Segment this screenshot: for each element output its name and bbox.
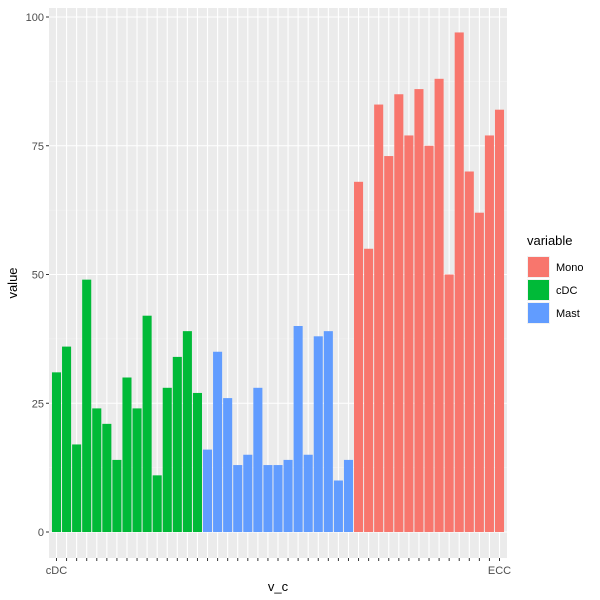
bar-mono (384, 156, 394, 533)
bar-mono (454, 32, 464, 532)
bar-mast (213, 351, 223, 532)
legend-key-mono (528, 257, 549, 277)
bar-mono (374, 104, 384, 533)
bar-cdc (182, 331, 192, 532)
x-axis-title: v_c (268, 579, 289, 594)
legend-label: Mono (556, 262, 584, 274)
bar-mono (354, 181, 364, 533)
bar-mono (494, 109, 505, 532)
bar-mono (424, 145, 434, 532)
bar-mast (263, 465, 273, 532)
bar-mast (333, 480, 343, 532)
bar-mast (283, 459, 293, 532)
bar-mono (474, 212, 484, 532)
y-tick-label: 75 (32, 141, 44, 153)
bar-mast (293, 326, 303, 532)
bar-mono (364, 248, 374, 532)
x-tick-label: ECC (488, 565, 511, 577)
bar-cdc (192, 392, 202, 532)
legend: variable Mono cDC Mast (527, 233, 584, 324)
bar-cdc (132, 408, 142, 532)
bar-mast (202, 449, 213, 532)
bar-mast (313, 336, 323, 532)
bar-cdc (92, 408, 102, 532)
bar-mono (434, 78, 444, 533)
bar-mast (253, 387, 263, 532)
bar-cdc (82, 279, 92, 532)
bar-mast (223, 398, 233, 532)
bar-cdc (122, 377, 132, 532)
bar-cdc (102, 423, 112, 532)
y-tick-label: 0 (38, 527, 44, 539)
legend-key-cdc (528, 280, 549, 300)
y-tick-label: 50 (32, 270, 44, 282)
x-tick-label: cDC (46, 565, 67, 577)
bar-mast (323, 331, 333, 532)
legend-title: variable (527, 233, 573, 248)
bar-mast (303, 454, 313, 532)
bar-mast (243, 454, 253, 532)
axis-layer: 0 25 50 75 100 cDC ECC (26, 12, 512, 577)
bar-cdc (172, 356, 182, 532)
bar-mono (444, 274, 454, 532)
legend-label: Mast (556, 308, 580, 320)
bar-cdc (142, 315, 152, 532)
legend-key-mast (528, 303, 549, 323)
y-tick-label: 100 (26, 12, 44, 24)
bar-mast (343, 459, 354, 532)
bar-cdc (51, 372, 62, 532)
bar-mono (414, 89, 424, 532)
y-axis-title: value (5, 267, 20, 298)
y-tick-label: 25 (32, 398, 44, 410)
legend-label: cDC (556, 285, 577, 297)
bar-cdc (72, 444, 82, 532)
bar-cdc (112, 459, 122, 532)
bar-mono (484, 135, 494, 532)
bar-mono (404, 135, 414, 532)
bar-cdc (152, 475, 162, 532)
bar-mono (394, 94, 404, 532)
bar-mono (464, 171, 474, 532)
bar-mast (273, 465, 283, 532)
bars-layer (51, 32, 505, 533)
bar-cdc (162, 387, 172, 532)
bar-mast (233, 465, 243, 532)
bar-cdc (62, 346, 72, 532)
